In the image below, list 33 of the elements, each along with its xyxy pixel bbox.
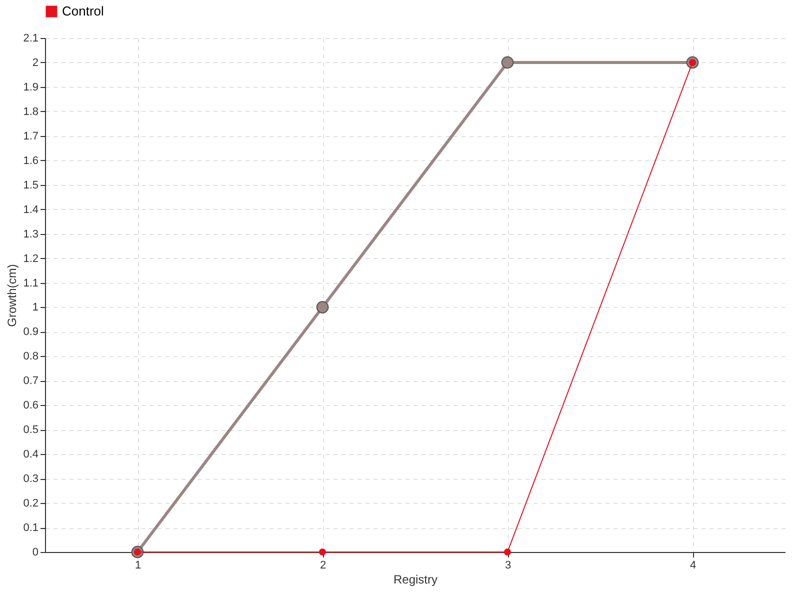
y-tick-label: 0.7 (23, 375, 38, 388)
x-axis-title: Registry (393, 572, 438, 586)
y-tick-label: 1.4 (23, 204, 38, 216)
y-tick-label: 0.9 (23, 326, 38, 338)
point (501, 56, 514, 69)
y-tick-label: 0.3 (23, 473, 38, 486)
point (504, 548, 512, 556)
y-tick-label: 0 (32, 546, 38, 558)
x-tick-label: 1 (134, 560, 142, 572)
y-tick-label: 0.8 (23, 350, 38, 363)
point (318, 548, 326, 556)
y-tick-label: 0.1 (23, 522, 38, 534)
y-axis-title: Growth(cm) (5, 264, 20, 327)
y-tick-label: 0.6 (23, 400, 38, 412)
y-tick-label: 2 (32, 56, 38, 69)
y-tick-label: 1.8 (23, 106, 38, 118)
x-tick-label: 2 (320, 560, 326, 572)
x-tick-label: 3 (504, 560, 512, 572)
y-tick-label: 0.4 (23, 448, 38, 461)
y-tick-label: 1.6 (23, 154, 38, 167)
y-tick-label: 1.2 (23, 252, 38, 265)
x-tick-label: 4 (690, 560, 696, 572)
legend-label: Control (62, 4, 104, 18)
y-tick-label: 1 (32, 302, 38, 314)
y-tick-label: 2.1 (23, 32, 38, 44)
y-tick-label: 1.1 (23, 277, 38, 290)
y-tick-label: 1.7 (23, 130, 38, 142)
y-tick-label: 0.2 (23, 498, 38, 510)
point (316, 301, 329, 314)
y-tick-label: 1.5 (23, 179, 38, 192)
y-tick-label: 0.5 (23, 424, 38, 436)
y-tick-label: 1.3 (23, 228, 38, 240)
y-tick-label: 1.9 (23, 81, 38, 94)
